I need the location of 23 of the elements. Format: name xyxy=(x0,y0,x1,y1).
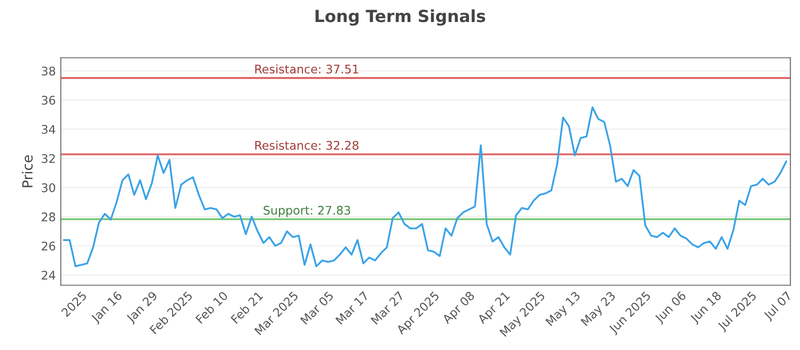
y-tick-label: 28 xyxy=(42,212,56,222)
y-axis-title: Price xyxy=(22,155,33,188)
y-tick-label: 36 xyxy=(42,96,56,105)
x-tick-label: Jun 06 xyxy=(654,290,688,325)
y-tick-label: 24 xyxy=(42,270,56,280)
y-tick-label: 32 xyxy=(42,154,55,164)
ref-line-label: Resistance: 32.28 xyxy=(255,140,358,150)
x-tick-label: Mar 27 xyxy=(370,290,404,325)
x-tick-label: Jan 16 xyxy=(90,290,124,325)
x-tick-label: Mar 05 xyxy=(300,290,334,325)
y-tick-label: 38 xyxy=(42,66,56,76)
line-series xyxy=(62,106,788,268)
y-tick-label: 34 xyxy=(42,124,56,134)
chart-title: Long Term Signals xyxy=(316,9,486,26)
ref-line-label: Support: 27.83 xyxy=(264,206,350,217)
x-tick-label: Jul 07 xyxy=(762,290,794,322)
x-tick-label: Apr 08 xyxy=(442,290,477,326)
y-tick-label: 30 xyxy=(42,183,56,192)
x-tick-label: Feb 10 xyxy=(195,290,228,324)
ref-line-label: Resistance: 37.51 xyxy=(255,64,358,74)
x-tick-label: Mar 17 xyxy=(335,291,370,325)
x-tick-label: Feb 21 xyxy=(230,290,264,324)
y-tick-label: 26 xyxy=(42,242,56,251)
